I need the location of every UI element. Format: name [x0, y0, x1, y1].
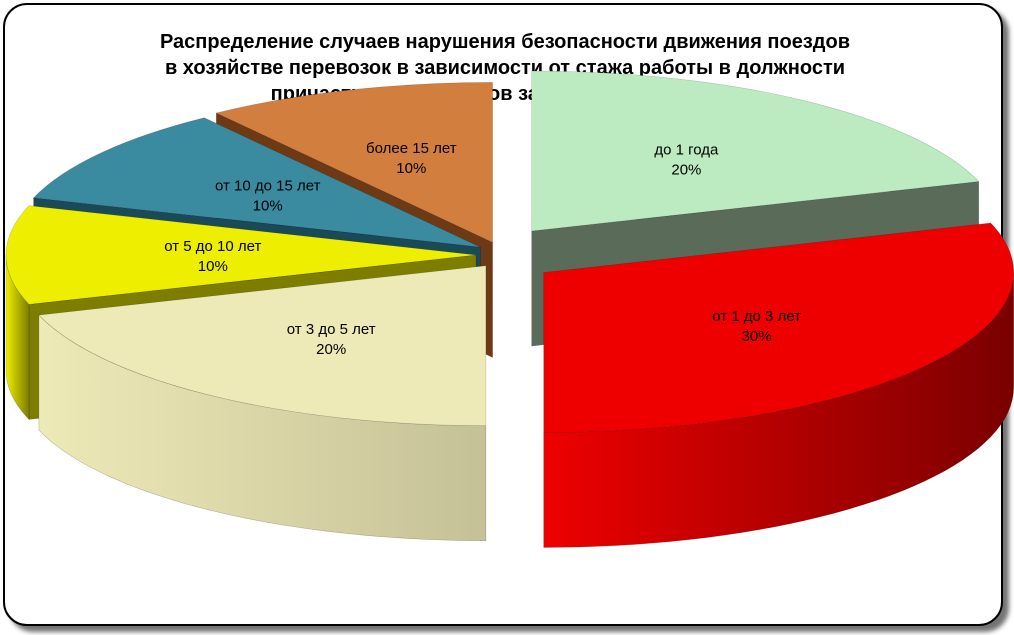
- slice-от-5-до-10-лет: [5, 205, 477, 305]
- pie-tops: [5, 70, 1014, 433]
- slice-от-3-до-5-лет-value-label: 20%: [316, 341, 346, 358]
- slice-от-1-до-3-лет-value-label: 30%: [742, 328, 772, 345]
- slice-от-10-до-15-лет-value-label: 10%: [253, 198, 283, 215]
- slice-более-15-лет: [215, 82, 493, 243]
- chart-title-line-2: в хозяйстве перевозок в зависимости от с…: [164, 57, 846, 79]
- slice-от-5-до-10-лет-side: [5, 255, 30, 421]
- slice-от-5-до-10-лет-value-label: 10%: [198, 258, 228, 275]
- slice-от-3-до-5-лет-label: от 3 до 5 лет: [287, 321, 376, 338]
- slice-от-1-до-3-лет-label: от 1 до 3 лет: [712, 308, 801, 325]
- pie-labels: до 1 года 20% от 1 до 3 лет 30% от 3 до 5 ле…: [164, 140, 801, 358]
- chart-title-line-1: Распределение случаев нарушения безопасн…: [159, 31, 850, 53]
- slice-более-15-лет-label: более 15 лет: [366, 140, 457, 157]
- slice-от-1-до-3-лет: [543, 222, 1014, 433]
- slice-от-10-до-15-лет: [32, 117, 481, 248]
- slice-до-1-года: [531, 70, 980, 232]
- slice-до-1-года-value-label: 20%: [671, 162, 701, 179]
- slice-от-5-до-10-лет-label: от 5 до 10 лет: [164, 238, 261, 255]
- slice-от-10-до-15-лет-label: от 10 до 15 лет: [215, 178, 321, 195]
- slice-более-15-лет-value-label: 10%: [396, 160, 426, 177]
- slice-до-1-года-label: до 1 года: [654, 142, 719, 159]
- slice-от-3-до-5-лет: [38, 265, 487, 427]
